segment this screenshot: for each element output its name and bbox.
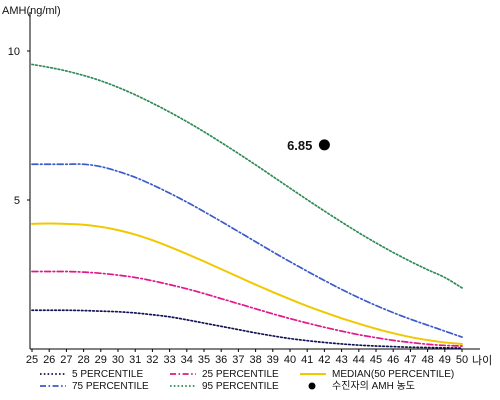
x-tick-label: 26 bbox=[43, 354, 55, 366]
series-group bbox=[31, 63, 463, 349]
x-tick-label: 42 bbox=[318, 354, 330, 366]
y-tick-label: 10 bbox=[8, 46, 20, 58]
x-tick-label: 31 bbox=[129, 354, 141, 366]
legend-label: 수진자의 AMH 농도 bbox=[332, 380, 415, 392]
x-tick-label: 37 bbox=[232, 354, 244, 366]
x-tick-label: 40 bbox=[284, 354, 296, 366]
x-tick-label: 32 bbox=[146, 354, 158, 366]
x-tick-label: 33 bbox=[163, 354, 175, 366]
highlight-group: 6.85 bbox=[287, 138, 330, 153]
series-line-75-percentile bbox=[31, 163, 463, 338]
x-tick-label: 41 bbox=[301, 354, 313, 366]
y-axis-title: AMH(ng/ml) bbox=[2, 5, 61, 17]
x-tick-label: 34 bbox=[181, 354, 193, 366]
x-tick-label: 36 bbox=[215, 354, 227, 366]
y-tick-label: 5 bbox=[14, 195, 20, 207]
patient-amh-value-label: 6.85 bbox=[287, 138, 312, 153]
x-tick-group: 25 26 27 28 29 30 31 32 33 34 35 36 37 38 39 40 41 42 43 44… bbox=[26, 349, 468, 366]
legend-label: 75 PERCENTILE bbox=[72, 381, 149, 392]
patient-amh-point bbox=[318, 139, 330, 151]
x-tick-label: 49 bbox=[439, 354, 451, 366]
x-tick-label: 29 bbox=[95, 354, 107, 366]
x-tick-label: 43 bbox=[335, 354, 347, 366]
series-line-median-50-percentile bbox=[31, 222, 463, 345]
legend-label: 95 PERCENTILE bbox=[202, 381, 279, 392]
legend-marker-patient bbox=[308, 382, 316, 390]
x-tick-label: 38 bbox=[249, 354, 261, 366]
x-tick-label: 39 bbox=[267, 354, 279, 366]
x-tick-label: 25 bbox=[26, 354, 38, 366]
series-line-25-percentile bbox=[31, 270, 463, 347]
legend-label: 5 PERCENTILE bbox=[72, 369, 143, 380]
x-tick-label: 45 bbox=[370, 354, 382, 366]
legend: 5 PERCENTILE 25 PERCENTILE MEDIAN(50 PERCE… bbox=[40, 369, 454, 392]
x-tick-label: 50 bbox=[456, 354, 468, 366]
legend-label: 25 PERCENTILE bbox=[202, 369, 279, 380]
y-tick-group: 5 10 bbox=[8, 46, 30, 207]
x-tick-label: 46 bbox=[387, 354, 399, 366]
x-tick-label: 27 bbox=[60, 354, 72, 366]
x-tick-label: 47 bbox=[404, 354, 416, 366]
x-axis-title: 나이 bbox=[472, 354, 492, 367]
series-line-95-percentile bbox=[31, 63, 463, 289]
x-tick-label: 28 bbox=[77, 354, 89, 366]
legend-label: MEDIAN(50 PERCENTILE) bbox=[332, 369, 454, 380]
series-line-5-percentile bbox=[31, 309, 463, 349]
x-tick-label: 44 bbox=[353, 354, 365, 366]
x-tick-label: 48 bbox=[421, 354, 433, 366]
x-tick-label: 30 bbox=[112, 354, 124, 366]
x-tick-label: 35 bbox=[198, 354, 210, 366]
